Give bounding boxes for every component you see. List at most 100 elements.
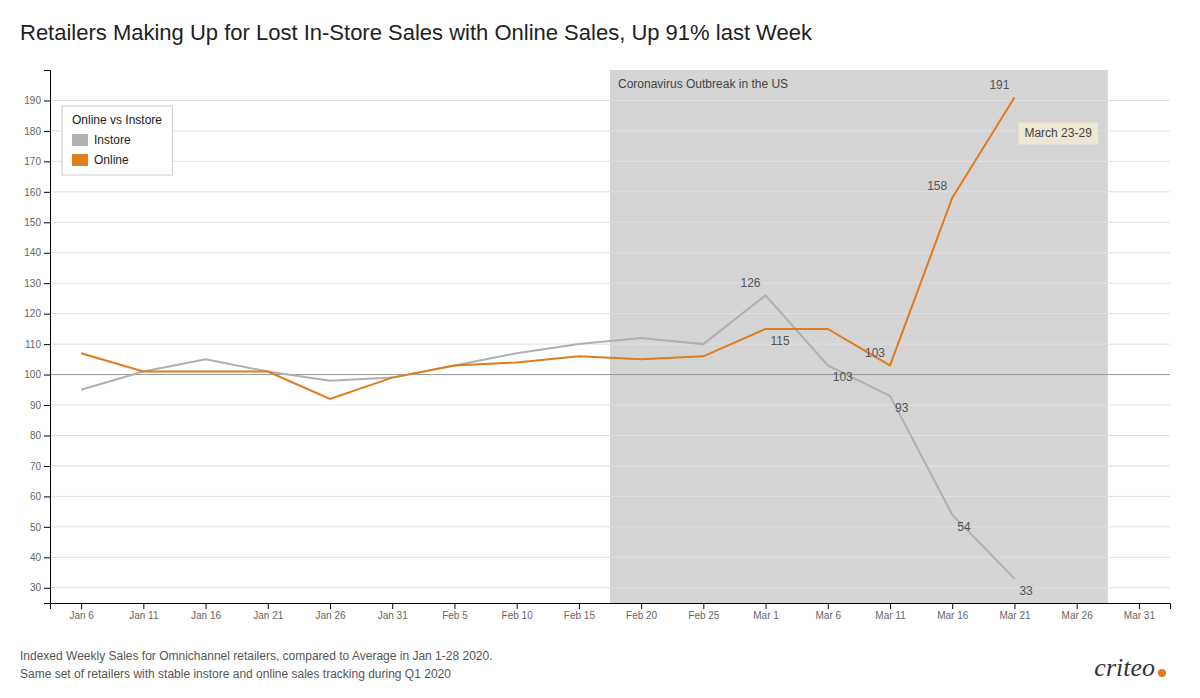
y-tick-mark (44, 375, 50, 376)
y-tick: 160 (24, 187, 50, 198)
y-tick-mark (44, 344, 50, 345)
x-tick: Feb 20 (626, 603, 658, 621)
x-tick-label: Mar 1 (753, 610, 779, 621)
x-tick-label: Feb 25 (688, 610, 720, 621)
x-tick: Jan 21 (253, 603, 283, 621)
footnote: Same set of retailers with stable instor… (20, 667, 451, 681)
logo-dot (1158, 669, 1166, 677)
x-tick: Jan 31 (378, 603, 408, 621)
grid-line (50, 465, 1170, 466)
y-tick-label: 60 (30, 491, 42, 502)
y-tick-label: 110 (25, 339, 41, 350)
x-tick: Jan 6 (69, 603, 94, 621)
y-axis: 3040506070809010011012013014015016017018… (24, 71, 50, 604)
x-tick: Mar 16 (937, 603, 969, 621)
y-tick-mark (44, 527, 50, 528)
x-tick-mark (766, 603, 767, 609)
y-tick-label: 180 (24, 126, 41, 137)
y-tick-mark (44, 253, 50, 254)
y-tick-label: 140 (24, 247, 41, 258)
grid (50, 100, 1170, 587)
y-tick-label: 170 (24, 156, 41, 167)
y-tick: 170 (24, 156, 50, 167)
x-tick-mark (454, 603, 455, 609)
x-tick: Mar 21 (999, 603, 1031, 621)
y-tick-mark (44, 466, 50, 467)
y-tick-label: 90 (30, 400, 42, 411)
reference-line (50, 374, 1170, 375)
x-tick-mark (1139, 603, 1140, 609)
y-tick: 50 (30, 522, 50, 533)
y-tick: 130 (24, 278, 50, 289)
x-tick-mark (828, 603, 829, 609)
y-tick-label: 50 (30, 522, 42, 533)
x-tick-label: Mar 11 (875, 610, 906, 621)
x-tick: Mar 31 (1124, 603, 1156, 621)
x-tick: Feb 5 (442, 603, 468, 621)
x-tick-label: Feb 5 (442, 610, 468, 621)
y-tick: 90 (30, 400, 50, 411)
legend-frame (62, 106, 172, 175)
y-tick: 180 (24, 126, 50, 137)
x-tick-label: Feb 20 (626, 610, 658, 621)
x-tick-mark (952, 603, 953, 609)
data-label: 54 (957, 520, 971, 534)
y-tick-label: 190 (24, 95, 41, 106)
y-tick-label: 120 (24, 308, 41, 319)
data-label: 158 (927, 179, 947, 193)
y-tick: 190 (24, 95, 50, 106)
grid-line (50, 405, 1170, 406)
y-tick: 40 (30, 552, 50, 563)
data-label: 115 (771, 334, 790, 348)
x-tick-label: Jan 11 (129, 610, 159, 621)
x-tick-label: Mar 21 (999, 610, 1031, 621)
data-label: 33 (1019, 584, 1033, 598)
series-line (81, 295, 1014, 578)
data-label: 103 (833, 370, 853, 384)
x-tick: Mar 6 (815, 603, 841, 621)
marks (50, 70, 1170, 603)
y-tick: 80 (30, 430, 50, 441)
annotation-box: March 23-29 (1018, 122, 1098, 144)
y-tick-mark (44, 435, 50, 436)
footnote: Indexed Weekly Sales for Omnichannel ret… (20, 649, 493, 663)
legend-title: Online vs Instore (72, 113, 162, 127)
y-tick: 150 (24, 217, 50, 228)
x-tick-label: Mar 6 (815, 610, 841, 621)
logo: criteo (1094, 653, 1155, 682)
y-tick-label: 150 (24, 217, 41, 228)
x-tick-mark (143, 603, 144, 609)
x-tick-mark (81, 603, 82, 609)
title: Retailers Making Up for Lost In-Store Sa… (20, 20, 813, 45)
x-tick-mark (1014, 603, 1015, 609)
annotation-text: March 23-29 (1024, 126, 1092, 140)
x-tick-mark (703, 603, 704, 609)
x-tick-label: Mar 31 (1124, 610, 1156, 621)
x-tick-mark (268, 603, 269, 609)
x-tick: Feb 15 (564, 603, 596, 621)
grid-line (50, 161, 1170, 162)
legend-label: Online (94, 153, 129, 167)
annotation-box-bg (1018, 122, 1098, 144)
legend-label: Instore (94, 133, 131, 147)
legend: Online vs Instore Instore Online (62, 106, 172, 175)
x-tick: Jan 11 (129, 603, 159, 621)
x-tick-label: Mar 26 (1062, 610, 1094, 621)
texts: 126103935433115103158191Coronavirus Outb… (618, 77, 1098, 598)
x-tick-mark (517, 603, 518, 609)
y-tick-mark (44, 161, 50, 162)
x-tick-label: Jan 16 (191, 610, 221, 621)
data-label: 103 (865, 346, 885, 360)
background (0, 0, 1200, 698)
grid-line (50, 374, 1170, 375)
y-tick: 120 (24, 308, 50, 319)
x-tick-label: Jan 26 (315, 610, 345, 621)
y-axis-line (44, 71, 51, 604)
x-tick-label: Feb 15 (564, 610, 596, 621)
grid-line (50, 222, 1170, 223)
grid-line (50, 435, 1170, 436)
plot-area: 3040506070809010011012013014015016017018… (24, 70, 1170, 621)
x-tick-label: Jan 21 (253, 610, 283, 621)
x-tick-mark (1077, 603, 1078, 609)
x-tick-mark (206, 603, 207, 609)
